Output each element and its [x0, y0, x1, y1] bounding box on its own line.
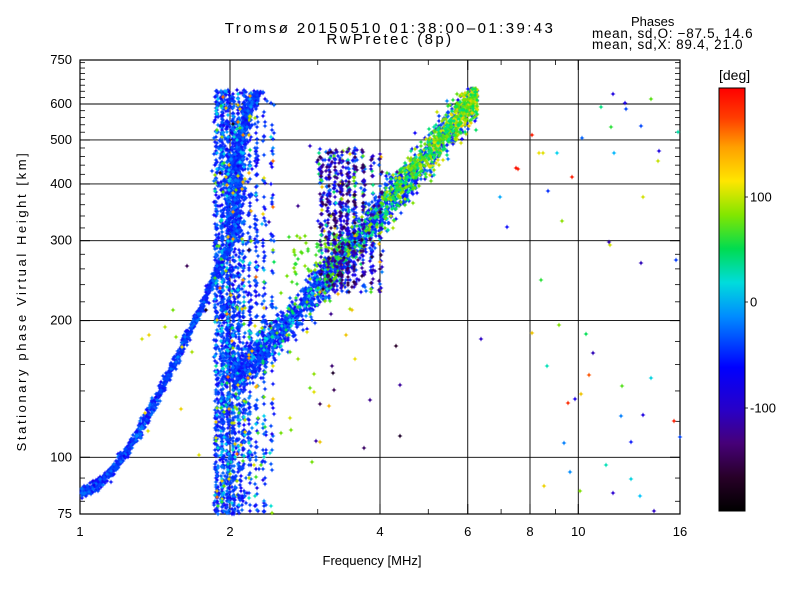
svg-text:300: 300 [50, 233, 72, 248]
svg-text:75: 75 [58, 506, 72, 521]
svg-text:600: 600 [50, 96, 72, 111]
svg-text:100: 100 [50, 449, 72, 464]
svg-text:10: 10 [571, 524, 585, 539]
svg-text:500: 500 [50, 132, 72, 147]
svg-text:Stationary phase Virtual Heigh: Stationary phase Virtual Height [km] [14, 151, 29, 452]
svg-text:200: 200 [50, 313, 72, 328]
svg-text:100: 100 [750, 190, 772, 205]
svg-text:8: 8 [526, 524, 533, 539]
svg-text:400: 400 [50, 176, 72, 191]
svg-text:16: 16 [673, 524, 687, 539]
svg-text:2: 2 [226, 524, 233, 539]
svg-text:6: 6 [464, 524, 471, 539]
svg-text:-100: -100 [750, 401, 776, 416]
svg-text:750: 750 [50, 52, 72, 67]
svg-text:0: 0 [750, 295, 757, 310]
svg-text:RwPretec (8p): RwPretec (8p) [326, 31, 453, 48]
svg-text:Frequency [MHz]: Frequency [MHz] [323, 553, 422, 568]
svg-text:mean, sd,X: 89.4, 21.0: mean, sd,X: 89.4, 21.0 [592, 37, 743, 52]
svg-text:4: 4 [376, 524, 383, 539]
svg-text:1: 1 [76, 524, 83, 539]
svg-text:[deg]: [deg] [719, 67, 750, 83]
